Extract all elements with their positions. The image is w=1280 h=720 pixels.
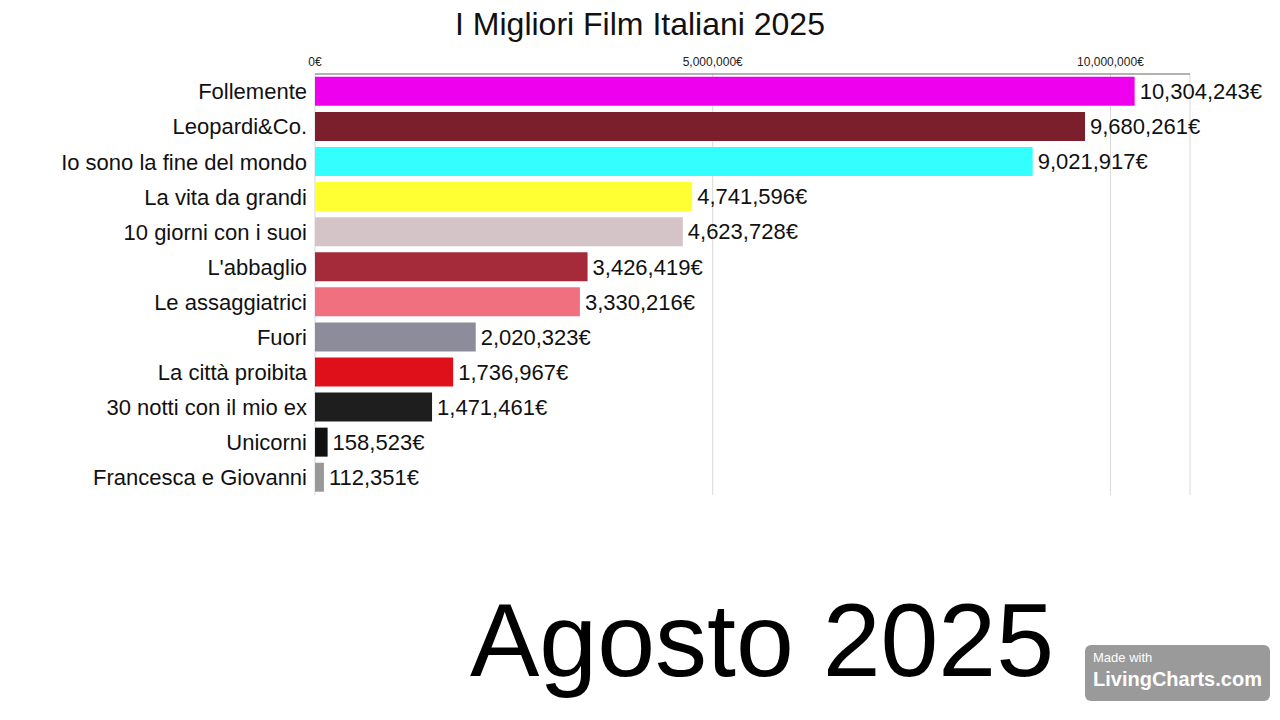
svg-text:9,680,261€: 9,680,261€ (1090, 114, 1200, 139)
svg-text:1,471,461€: 1,471,461€ (437, 395, 547, 420)
svg-text:1,736,967€: 1,736,967€ (458, 360, 568, 385)
svg-text:Follemente: Follemente (198, 79, 307, 104)
svg-text:Le assaggiatrici: Le assaggiatrici (154, 290, 307, 315)
svg-text:30 notti con il mio ex: 30 notti con il mio ex (106, 395, 307, 420)
svg-text:Fuori: Fuori (257, 325, 307, 350)
html-text:I Migliori Film Italiani 2025: I Migliori Film Italiani 2025 (455, 6, 825, 42)
svg-text:0€: 0€ (308, 55, 322, 69)
svg-text:Io sono la fine del mondo: Io sono la fine del mondo (61, 150, 307, 175)
svg-text:5,000,000€: 5,000,000€ (683, 55, 743, 69)
svg-text:L'abbaglio: L'abbaglio (207, 255, 307, 280)
svg-text:2,020,323€: 2,020,323€ (481, 325, 591, 350)
svg-text:10 giorni con i suoi: 10 giorni con i suoi (124, 220, 307, 245)
svg-text:10,000,000€: 10,000,000€ (1077, 55, 1144, 69)
html-text:Made with: Made with (1093, 650, 1153, 665)
svg-text:4,741,596€: 4,741,596€ (697, 184, 807, 209)
svg-text:Unicorni: Unicorni (226, 430, 307, 455)
svg-text:Francesca e Giovanni: Francesca e Giovanni (93, 465, 307, 490)
svg-text:112,351€: 112,351€ (329, 465, 419, 490)
html-text:LivingCharts.com: LivingCharts.com (1093, 668, 1262, 690)
svg-text:9,021,917€: 9,021,917€ (1038, 149, 1148, 174)
svg-text:158,523€: 158,523€ (333, 430, 425, 455)
svg-text:La città proibita: La città proibita (158, 360, 308, 385)
svg-text:10,304,243€: 10,304,243€ (1140, 79, 1262, 104)
html-text:Agosto 2025: Agosto 2025 (470, 582, 1054, 698)
svg-text:La vita da grandi: La vita da grandi (144, 185, 307, 210)
svg-text:3,426,419€: 3,426,419€ (593, 255, 703, 280)
svg-text:3,330,216€: 3,330,216€ (585, 290, 695, 315)
svg-text:4,623,728€: 4,623,728€ (688, 219, 798, 244)
svg-text:Leopardi&Co.: Leopardi&Co. (172, 114, 307, 139)
